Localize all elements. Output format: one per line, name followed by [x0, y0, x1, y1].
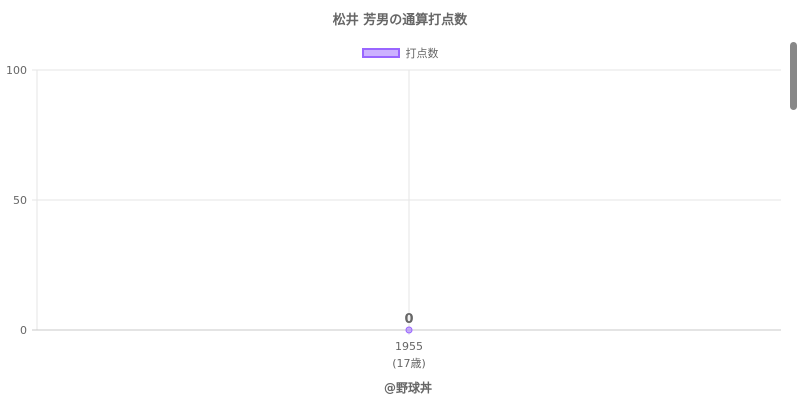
y-tick-label: 0 [20, 324, 27, 337]
data-point [405, 326, 413, 334]
x-tick-sublabel: (17歳) [392, 357, 426, 370]
legend-swatch [361, 48, 400, 58]
credit: @野球丼 [383, 381, 432, 395]
data-label: 0 [404, 312, 413, 327]
scrollbar[interactable] [790, 42, 797, 110]
chart-title: 松井 芳男の通算打点数 [332, 13, 468, 28]
legend[interactable]: 打点数 [0, 45, 800, 61]
x-tick-label: 1955 [395, 340, 423, 353]
y-tick-label: 50 [13, 194, 27, 207]
y-tick-label: 100 [6, 64, 27, 77]
legend-label: 打点数 [405, 47, 439, 60]
